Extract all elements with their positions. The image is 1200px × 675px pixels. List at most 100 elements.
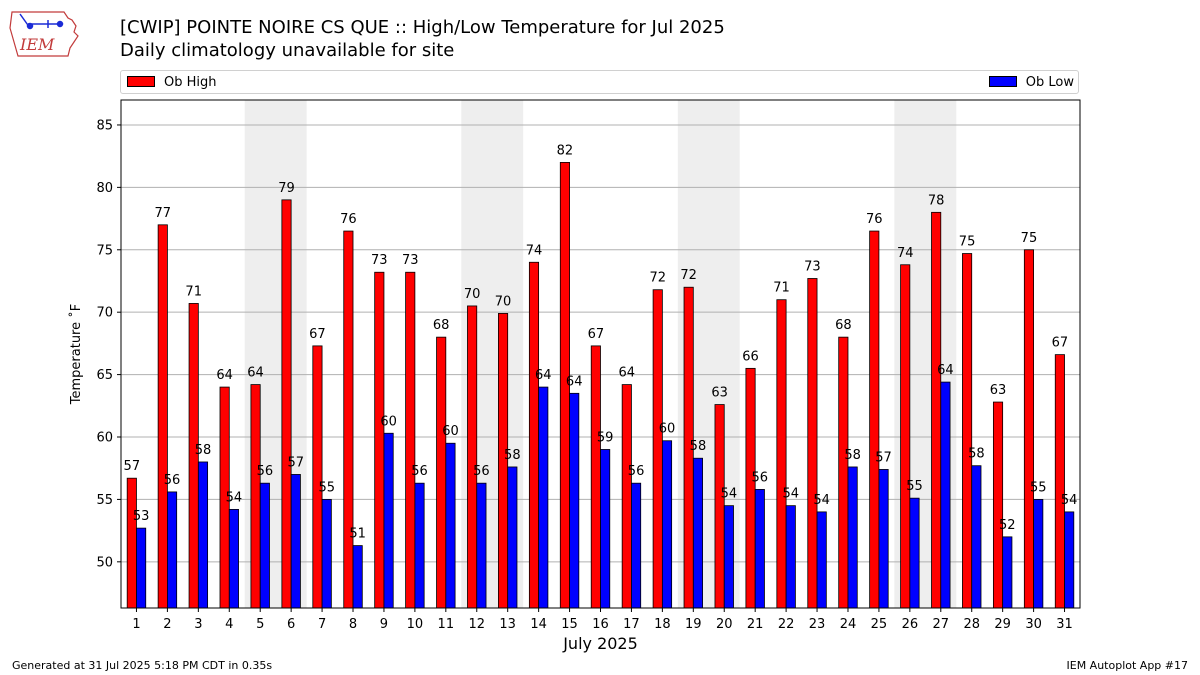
label-high-day-16: 67 [588, 327, 605, 342]
x-axis-label: July 2025 [562, 634, 638, 653]
x-tick-label-18: 18 [654, 617, 671, 632]
label-high-day-5: 64 [247, 366, 264, 381]
label-low-day-27: 64 [937, 363, 954, 378]
bar-low-day-30 [1033, 499, 1044, 609]
x-tick-label-28: 28 [963, 617, 980, 632]
label-high-day-17: 64 [619, 366, 636, 381]
label-low-day-21: 56 [752, 470, 769, 485]
x-tick-label-26: 26 [902, 617, 919, 632]
bar-low-day-10 [414, 482, 425, 609]
bar-high-day-29 [992, 401, 1004, 609]
bar-low-day-4 [228, 508, 239, 609]
label-low-day-6: 57 [288, 455, 305, 470]
label-high-day-23: 73 [804, 259, 821, 274]
bar-high-day-11 [436, 336, 447, 609]
bar-low-day-28 [971, 465, 982, 609]
label-low-day-13: 58 [504, 448, 521, 463]
label-low-day-1: 53 [133, 509, 150, 524]
y-tick-label-65: 65 [96, 368, 113, 383]
label-high-day-14: 74 [526, 243, 543, 258]
x-tick-label-11: 11 [438, 617, 455, 632]
bar-low-day-20 [723, 505, 734, 609]
label-high-day-26: 74 [897, 246, 914, 261]
bar-high-day-16 [590, 345, 601, 609]
bar-low-day-22 [785, 505, 796, 609]
label-low-day-31: 54 [1061, 493, 1078, 508]
x-tick-label-5: 5 [256, 617, 264, 632]
label-low-day-24: 58 [844, 448, 861, 463]
legend-label-high: Ob High [164, 75, 217, 90]
label-high-day-8: 76 [340, 212, 357, 227]
label-high-day-18: 72 [649, 271, 666, 286]
iowa-outline [9, 11, 79, 57]
bar-high-day-20 [714, 404, 725, 609]
bar-high-day-7 [312, 345, 323, 609]
y-tick-label-80: 80 [96, 181, 113, 196]
x-tick-label-7: 7 [318, 617, 326, 632]
label-low-day-9: 60 [380, 414, 397, 429]
label-low-day-28: 58 [968, 447, 985, 462]
legend: Ob High Ob Low [120, 70, 1079, 94]
bar-high-day-10 [405, 271, 416, 609]
weather-station-icon [19, 13, 64, 30]
label-low-day-15: 64 [566, 374, 583, 389]
bar-high-day-21 [745, 367, 756, 609]
label-high-day-12: 70 [464, 287, 481, 302]
chart-title: [CWIP] POINTE NOIRE CS QUE :: High/Low T… [120, 17, 725, 38]
x-tick-label-22: 22 [778, 617, 795, 632]
bar-high-day-1 [126, 477, 137, 609]
label-high-day-29: 63 [990, 383, 1007, 398]
x-tick-label-25: 25 [871, 617, 888, 632]
bar-high-day-27 [931, 211, 942, 609]
label-high-day-2: 77 [154, 206, 171, 221]
x-tick-label-20: 20 [716, 617, 733, 632]
bar-low-day-27 [940, 381, 951, 609]
label-high-day-7: 67 [309, 327, 326, 342]
y-tick-label-75: 75 [96, 243, 113, 258]
bar-high-day-9 [374, 271, 385, 609]
x-tick-label-12: 12 [468, 617, 485, 632]
bar-high-day-23 [807, 278, 818, 609]
label-low-day-12: 56 [473, 464, 490, 479]
bar-low-day-6 [290, 474, 301, 609]
bar-high-day-22 [776, 299, 787, 609]
bar-low-day-16 [600, 449, 611, 609]
bar-high-day-12 [467, 305, 478, 609]
label-high-day-21: 66 [742, 349, 759, 364]
footer-generated: Generated at 31 Jul 2025 5:18 PM CDT in … [12, 659, 273, 672]
bar-low-day-2 [167, 491, 178, 609]
label-high-day-4: 64 [216, 368, 233, 383]
label-low-day-22: 54 [782, 487, 799, 502]
bar-low-day-7 [321, 499, 332, 609]
label-low-day-3: 58 [195, 443, 212, 458]
label-low-day-30: 55 [1030, 480, 1047, 495]
label-high-day-19: 72 [680, 268, 697, 283]
bar-low-day-29 [1002, 536, 1013, 609]
x-tick-label-31: 31 [1056, 617, 1073, 632]
x-tick-label-14: 14 [530, 617, 547, 632]
bar-low-day-25 [878, 469, 889, 609]
bar-high-day-17 [621, 384, 632, 609]
label-high-day-30: 75 [1021, 231, 1038, 246]
label-low-day-17: 56 [628, 464, 645, 479]
bar-low-day-12 [476, 482, 487, 609]
x-tick-label-19: 19 [685, 617, 702, 632]
label-low-day-16: 59 [597, 430, 614, 445]
bar-high-day-24 [838, 336, 849, 609]
bar-high-day-5 [250, 384, 261, 609]
bar-low-day-31 [1064, 511, 1075, 609]
iem-logo: IEM [9, 11, 79, 57]
label-high-day-13: 70 [495, 294, 512, 309]
label-high-day-22: 71 [773, 281, 790, 296]
label-high-day-6: 79 [278, 181, 295, 196]
x-tick-label-27: 27 [933, 617, 950, 632]
label-high-day-31: 67 [1052, 336, 1069, 351]
legend-swatch-low [988, 76, 1017, 87]
bar-low-day-15 [569, 392, 580, 609]
bar-high-day-6 [281, 199, 292, 609]
x-tick-label-16: 16 [592, 617, 609, 632]
x-tick-label-4: 4 [225, 617, 233, 632]
bar-low-day-13 [507, 466, 518, 609]
bar-low-day-9 [383, 432, 394, 609]
